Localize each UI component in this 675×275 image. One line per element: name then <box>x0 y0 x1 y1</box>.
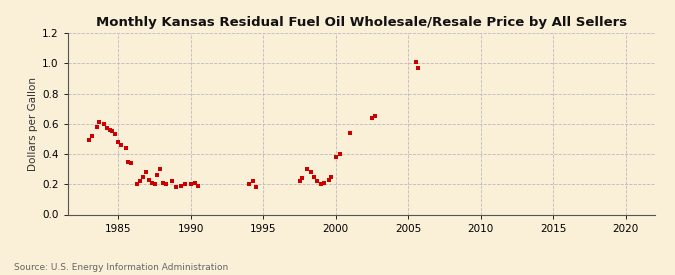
Point <box>369 114 380 118</box>
Point <box>297 176 308 180</box>
Point <box>301 167 312 171</box>
Point <box>413 65 424 70</box>
Point <box>319 181 329 185</box>
Point <box>323 178 334 182</box>
Point <box>176 184 186 188</box>
Point <box>410 60 421 64</box>
Point <box>104 128 115 132</box>
Point <box>180 182 190 186</box>
Point <box>311 179 322 183</box>
Point <box>115 143 126 147</box>
Point <box>107 129 118 134</box>
Point <box>192 184 203 188</box>
Point <box>84 138 95 143</box>
Point <box>140 170 151 174</box>
Point <box>155 167 165 171</box>
Point <box>143 178 154 182</box>
Point <box>171 185 182 189</box>
Point <box>161 182 171 186</box>
Point <box>99 122 109 126</box>
Point <box>316 182 327 186</box>
Point <box>132 182 142 186</box>
Point <box>335 152 346 156</box>
Point <box>190 181 200 185</box>
Point <box>367 116 377 120</box>
Point <box>126 161 137 165</box>
Text: Source: U.S. Energy Information Administration: Source: U.S. Energy Information Administ… <box>14 263 227 272</box>
Point <box>113 140 124 144</box>
Y-axis label: Dollars per Gallon: Dollars per Gallon <box>28 77 38 171</box>
Point <box>248 179 259 183</box>
Point <box>244 182 254 186</box>
Point <box>87 134 98 138</box>
Point <box>326 175 337 179</box>
Point <box>167 179 178 183</box>
Point <box>94 120 105 124</box>
Point <box>308 175 319 179</box>
Point <box>152 173 163 177</box>
Point <box>134 179 145 183</box>
Point <box>158 181 169 185</box>
Point <box>146 181 157 185</box>
Point <box>250 185 261 189</box>
Point <box>123 160 134 164</box>
Point <box>91 125 102 129</box>
Point <box>149 182 160 186</box>
Point <box>110 132 121 137</box>
Title: Monthly Kansas Residual Fuel Oil Wholesale/Resale Price by All Sellers: Monthly Kansas Residual Fuel Oil Wholesa… <box>96 16 626 29</box>
Point <box>186 182 196 186</box>
Point <box>120 146 131 150</box>
Point <box>330 155 341 159</box>
Point <box>138 175 148 179</box>
Point <box>294 179 305 183</box>
Point <box>101 126 112 131</box>
Point <box>306 170 317 174</box>
Point <box>345 131 356 135</box>
